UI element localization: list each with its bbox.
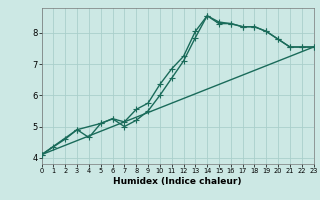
X-axis label: Humidex (Indice chaleur): Humidex (Indice chaleur)	[113, 177, 242, 186]
